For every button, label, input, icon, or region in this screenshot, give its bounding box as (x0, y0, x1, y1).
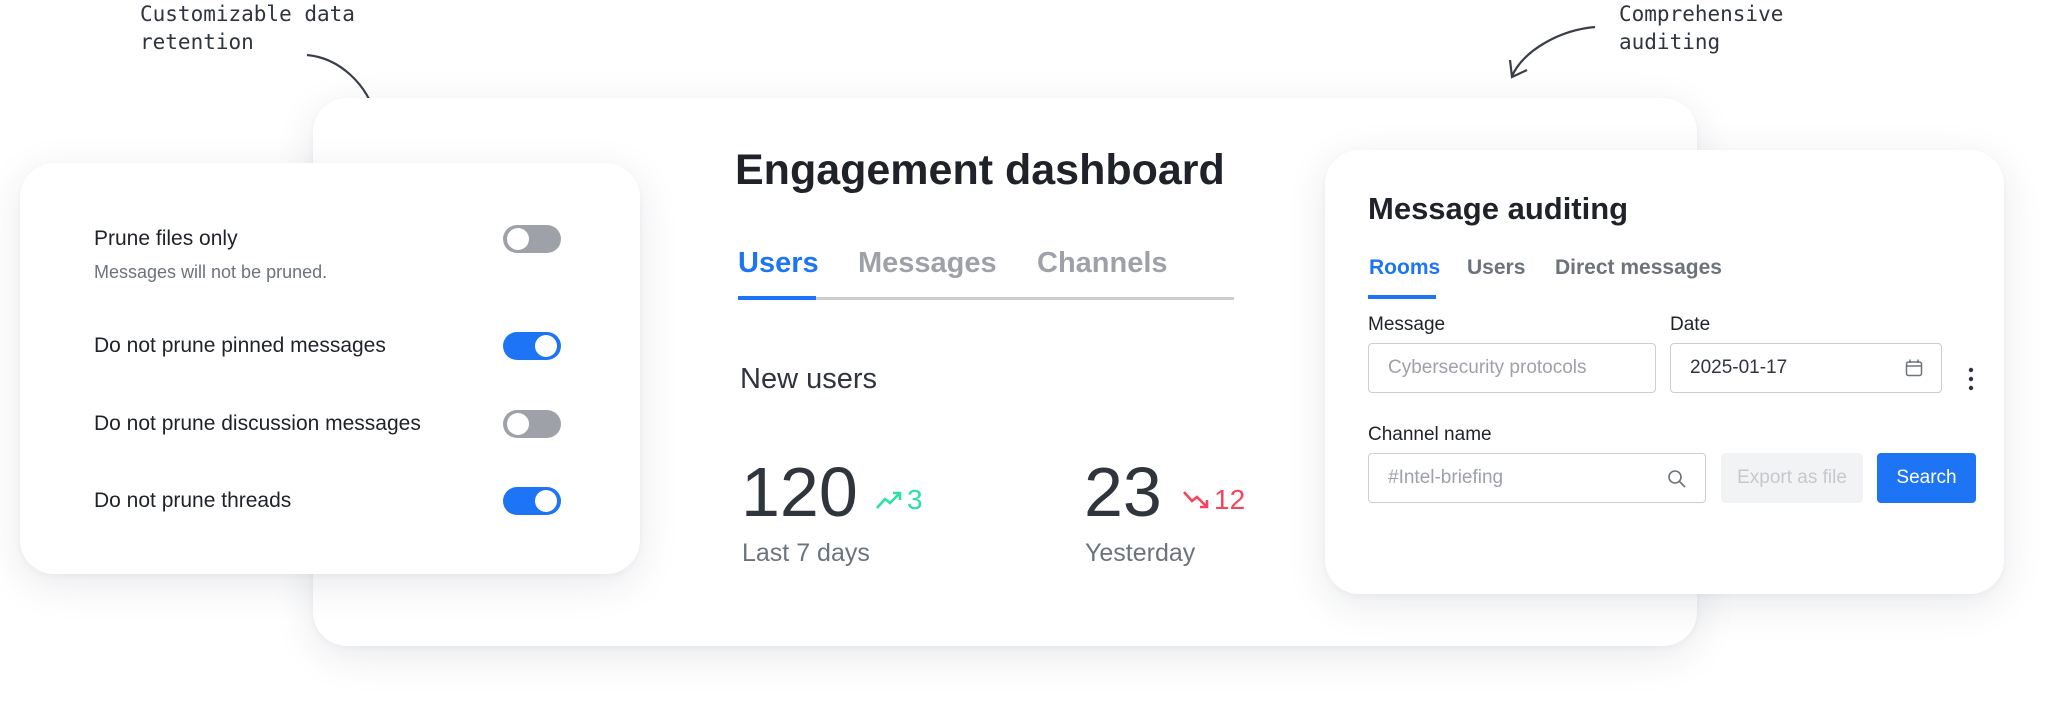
tab-rail (738, 297, 1234, 300)
placeholder: Cybersecurity protocols (1388, 357, 1587, 378)
tab[interactable]: Users (1467, 256, 1526, 279)
search-button[interactable]: Search (1877, 453, 1976, 503)
tab[interactable]: Users (738, 247, 819, 279)
channel-input[interactable]: #Intel-briefing (1368, 453, 1706, 503)
setting-label: Prune files only (94, 227, 238, 250)
placeholder: #Intel-briefing (1388, 467, 1504, 488)
stat-value: 120 (741, 453, 858, 531)
field-label: Date (1670, 314, 1711, 335)
setting-hint: Messages will not be pruned. (94, 262, 328, 282)
section-title: New users (740, 363, 877, 395)
setting-label: Do not prune pinned messages (94, 334, 386, 357)
calendar-icon (1905, 359, 1923, 377)
auditing-title: Message auditing (1368, 191, 1629, 226)
date-input[interactable]: 2025-01-17 (1670, 343, 1942, 393)
setting-label: Do not prune threads (94, 489, 292, 512)
tab-indicator (738, 296, 816, 300)
trend-icon (876, 491, 902, 509)
tab[interactable]: Channels (1037, 247, 1168, 279)
tab[interactable]: Messages (858, 247, 997, 279)
stat-change: 3 (907, 484, 923, 515)
tab[interactable]: Rooms (1369, 256, 1441, 279)
field-label: Channel name (1368, 424, 1492, 445)
annotation: Comprehensive auditing (1619, 2, 1784, 54)
stat-period: Last 7 days (742, 539, 870, 567)
field-label: Message (1368, 314, 1446, 335)
search-icon (1668, 470, 1686, 488)
tab[interactable]: Direct messages (1555, 256, 1722, 279)
trend-icon (1183, 491, 1209, 509)
stat-change: 12 (1214, 484, 1246, 515)
toggle[interactable] (503, 487, 561, 515)
stat-period: Yesterday (1085, 539, 1196, 567)
kebab-menu[interactable] (1966, 366, 1976, 392)
dashboard-title: Engagement dashboard (735, 146, 1225, 194)
toggle[interactable] (503, 225, 561, 253)
toggle[interactable] (503, 410, 561, 438)
date-value: 2025-01-17 (1690, 357, 1788, 378)
toggle[interactable] (503, 332, 561, 360)
annotation: Customizable data retention (140, 2, 355, 54)
tab-indicator (1368, 295, 1436, 299)
auditing-card (1325, 150, 2004, 594)
setting-label: Do not prune discussion messages (94, 412, 421, 435)
export-button[interactable]: Export as file (1721, 453, 1863, 503)
stat-value: 23 (1084, 453, 1162, 531)
message-input[interactable]: Cybersecurity protocols (1368, 343, 1656, 393)
